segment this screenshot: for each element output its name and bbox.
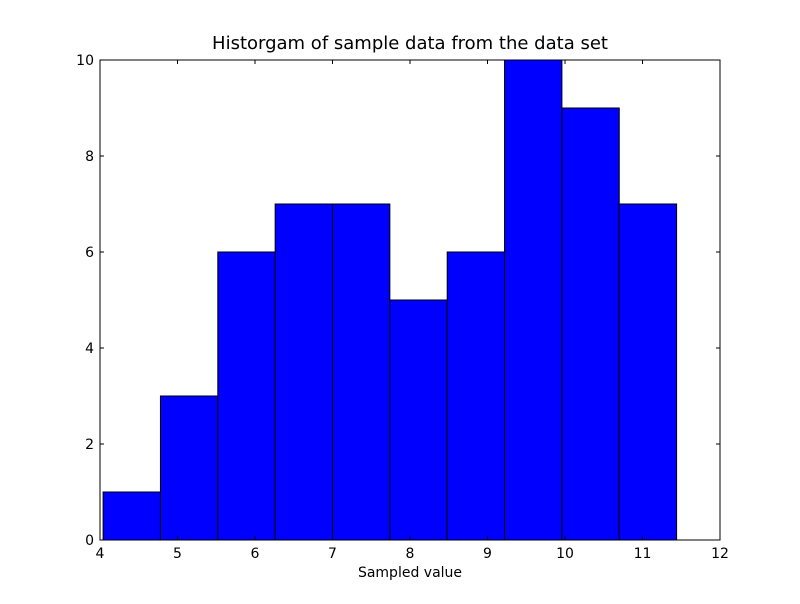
- y-axis: 0 2 4 6 8 10: [76, 53, 720, 549]
- histogram-bar: [446, 251, 506, 541]
- x-tick-label: 11: [634, 546, 652, 562]
- y-tick-label: 0: [85, 533, 94, 549]
- bars-group: [102, 59, 678, 541]
- histogram-bar: [389, 299, 448, 541]
- histogram-bar: [274, 203, 333, 541]
- y-tick-label: 6: [85, 245, 94, 261]
- x-tick-label: 5: [173, 546, 182, 562]
- x-axis: 4 5 6 7 8 9 10 11 12: [96, 60, 729, 562]
- histogram-bar: [504, 59, 563, 541]
- x-tick-label: 4: [96, 546, 105, 562]
- histogram-bar: [332, 203, 391, 541]
- y-tick-label: 2: [85, 437, 94, 453]
- histogram-bar: [561, 107, 620, 541]
- x-tick-label: 8: [406, 546, 415, 562]
- histogram-bar: [159, 395, 219, 541]
- x-axis-label: Sampled value: [358, 565, 462, 581]
- histogram-bar: [102, 491, 161, 541]
- x-tick-label: 6: [251, 546, 260, 562]
- x-tick-label: 7: [328, 546, 337, 562]
- y-tick-label: 10: [76, 53, 94, 69]
- histogram-bar: [217, 251, 276, 541]
- x-tick-label: 10: [556, 546, 574, 562]
- chart-title: Historgam of sample data from the data s…: [212, 33, 608, 54]
- x-tick-label: 9: [483, 546, 492, 562]
- x-tick-label: 12: [711, 546, 729, 562]
- y-tick-label: 4: [85, 341, 94, 357]
- histogram-bar: [618, 203, 678, 541]
- y-tick-label: 8: [85, 149, 94, 165]
